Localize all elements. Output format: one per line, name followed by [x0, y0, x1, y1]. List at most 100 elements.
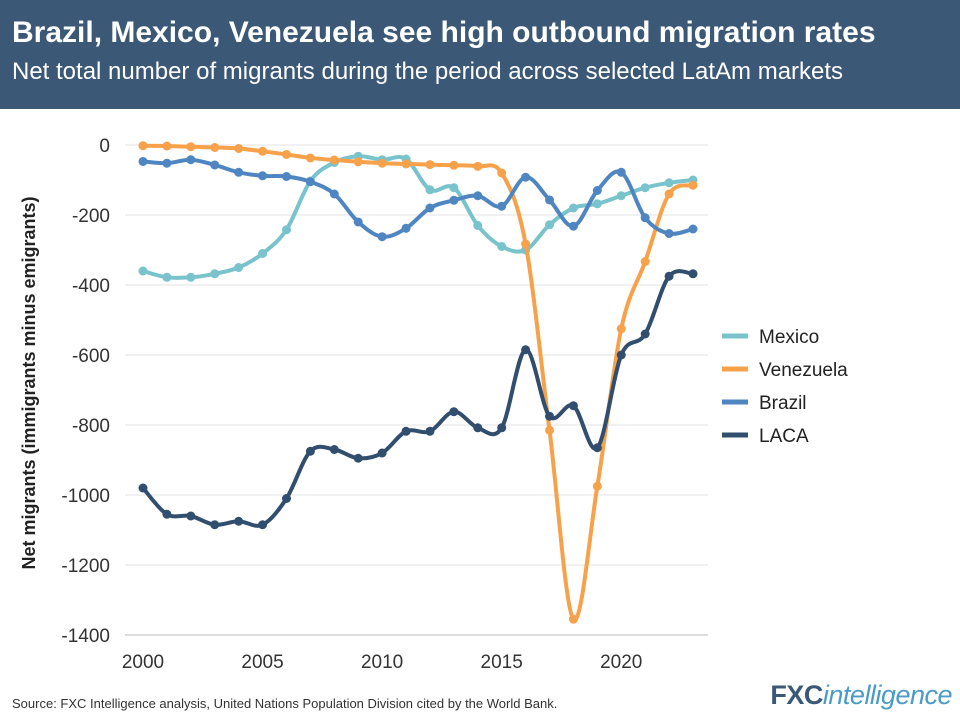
data-point-mexico [545, 220, 555, 230]
data-point-brazil [353, 217, 363, 227]
y-tick-label: -200 [72, 206, 110, 227]
data-point-mexico [592, 199, 602, 209]
x-tick-label: 2010 [361, 652, 403, 673]
data-point-laca [688, 269, 698, 279]
data-point-brazil [258, 171, 268, 181]
data-point-venezuela [138, 141, 148, 151]
logo-text-fxc: FXC [770, 680, 823, 710]
data-point-mexico [281, 225, 291, 235]
data-point-brazil [401, 223, 411, 233]
data-point-brazil [545, 195, 555, 205]
legend-label-venezuela: Venezuela [759, 360, 848, 381]
x-tick-label: 2005 [241, 652, 283, 673]
data-point-laca [664, 271, 674, 281]
logo-text-intelligence: intelligence [822, 680, 953, 710]
data-point-venezuela [640, 257, 650, 267]
data-point-laca [210, 520, 220, 530]
data-point-venezuela [449, 160, 459, 170]
legend-label-laca: LACA [759, 426, 809, 447]
series-layer [138, 141, 698, 624]
data-point-brazil [281, 172, 291, 181]
data-point-brazil [568, 221, 578, 231]
data-point-laca [616, 350, 626, 360]
data-point-venezuela [664, 189, 674, 199]
data-point-mexico [138, 266, 148, 276]
data-point-brazil [186, 155, 196, 165]
data-point-laca [281, 494, 291, 503]
data-point-venezuela [473, 161, 483, 171]
series-venezuela [138, 141, 698, 624]
y-tick-label: -1000 [61, 486, 110, 507]
data-point-brazil [329, 189, 339, 199]
data-point-laca [497, 423, 507, 433]
data-point-venezuela [210, 142, 220, 152]
data-point-brazil [497, 201, 507, 211]
data-point-laca [305, 446, 315, 456]
axis-layer: 0 -200 -400 -600 -800 -1000 -1200 -1400 2000 2005… [61, 136, 708, 673]
data-point-venezuela [592, 481, 602, 491]
fxc-logo: FXCintelligence [770, 680, 952, 711]
data-point-brazil [449, 195, 459, 205]
grid-layer [125, 144, 708, 636]
data-point-laca [449, 407, 459, 417]
data-point-brazil [377, 232, 387, 242]
data-point-mexico [497, 242, 507, 251]
data-point-venezuela [353, 157, 363, 167]
data-point-laca [592, 443, 602, 453]
data-point-venezuela [234, 144, 244, 153]
series-brazil [138, 155, 698, 242]
data-point-laca [186, 511, 196, 521]
data-point-brazil [688, 224, 698, 234]
data-point-laca [473, 423, 483, 433]
data-point-venezuela [258, 146, 268, 156]
data-point-laca [568, 401, 578, 411]
data-point-mexico [425, 185, 435, 195]
data-point-brazil [473, 191, 483, 201]
data-point-laca [521, 345, 531, 355]
header-banner: Brazil, Mexico, Venezuela see high outbo… [0, 0, 960, 109]
data-point-brazil [210, 160, 220, 170]
data-point-brazil [305, 177, 315, 187]
data-point-laca [545, 411, 555, 421]
data-point-laca [234, 516, 244, 526]
data-point-brazil [592, 186, 602, 195]
data-point-laca [329, 445, 339, 454]
data-point-brazil [425, 203, 435, 213]
data-point-venezuela [616, 324, 626, 334]
data-point-mexico [258, 249, 268, 258]
data-point-venezuela [329, 155, 339, 165]
data-point-brazil [138, 156, 148, 166]
x-tick-label: 2000 [122, 652, 164, 673]
x-tick-label: 2015 [481, 652, 523, 673]
data-point-venezuela [305, 153, 315, 163]
data-point-venezuela [186, 142, 196, 152]
data-point-venezuela [545, 425, 555, 435]
y-tick-label: -400 [72, 276, 110, 297]
data-point-brazil [640, 213, 650, 223]
x-tick-label: 2020 [600, 652, 642, 673]
data-point-venezuela [568, 614, 578, 624]
data-point-mexico [473, 221, 483, 230]
data-point-mexico [664, 178, 674, 188]
data-point-venezuela [688, 180, 698, 190]
series-line-laca [141, 269, 695, 528]
y-tick-label: -600 [72, 346, 110, 367]
data-point-venezuela [162, 141, 172, 151]
data-point-mexico [449, 183, 459, 193]
data-point-mexico [162, 272, 172, 282]
line-chart: 0 -200 -400 -600 -800 -1000 -1200 -1400 2000 2005… [19, 136, 848, 673]
y-tick-label: -800 [72, 416, 110, 437]
data-point-venezuela [377, 158, 387, 168]
data-point-mexico [568, 203, 578, 213]
data-point-venezuela [401, 159, 411, 169]
data-point-brazil [521, 172, 531, 182]
data-point-brazil [616, 167, 626, 177]
data-point-laca [401, 426, 411, 436]
data-point-venezuela [521, 239, 531, 249]
y-axis-label: Net migrants (immigrants minus emigrants… [19, 196, 39, 569]
y-tick-label: -1200 [61, 556, 110, 577]
data-point-mexico [186, 272, 196, 282]
data-point-laca [425, 426, 435, 436]
data-point-mexico [640, 183, 650, 193]
data-point-brazil [162, 158, 172, 168]
